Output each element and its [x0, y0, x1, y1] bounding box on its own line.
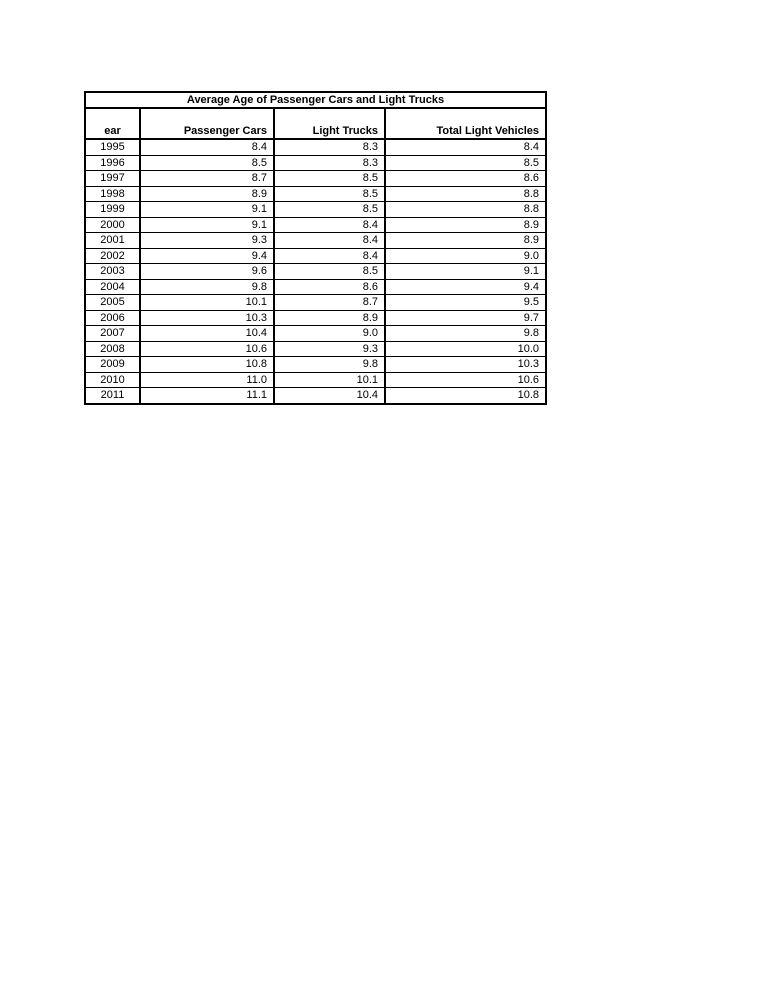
table-row: 2004 9.8 8.6 9.4	[84, 278, 547, 295]
header-row: ear Passenger Cars Light Trucks Total Li…	[84, 107, 547, 140]
column-header-total-light-vehicles: Total Light Vehicles	[384, 107, 547, 140]
value-cell: 11.1	[139, 387, 275, 404]
table-row: 2011 11.1 10.4 10.8	[84, 387, 547, 404]
value-cell: 8.9	[384, 232, 547, 249]
table-row: 1999 9.1 8.5 8.8	[84, 201, 547, 218]
value-cell: 11.0	[139, 371, 275, 388]
year-cell: 1995	[84, 138, 141, 156]
value-cell: 8.5	[384, 154, 547, 171]
year-cell: 2003	[84, 263, 141, 280]
value-cell: 8.8	[384, 201, 547, 218]
year-cell: 2010	[84, 371, 141, 388]
year-cell: 1997	[84, 170, 141, 187]
value-cell: 10.0	[384, 340, 547, 357]
year-cell: 2002	[84, 247, 141, 264]
table-row: 1997 8.7 8.5 8.6	[84, 170, 547, 187]
table-row: 1998 8.9 8.5 8.8	[84, 185, 547, 202]
value-cell: 8.4	[384, 138, 547, 156]
value-cell: 10.6	[139, 340, 275, 357]
table-row: 2002 9.4 8.4 9.0	[84, 247, 547, 264]
value-cell: 8.5	[139, 154, 275, 171]
year-cell: 1999	[84, 201, 141, 218]
value-cell: 10.3	[139, 309, 275, 326]
value-cell: 9.0	[384, 247, 547, 264]
year-cell: 2001	[84, 232, 141, 249]
table-row: 2000 9.1 8.4 8.9	[84, 216, 547, 233]
value-cell: 9.4	[384, 278, 547, 295]
year-cell: 2008	[84, 340, 141, 357]
year-cell: 2011	[84, 387, 141, 404]
column-header-light-trucks: Light Trucks	[273, 107, 386, 140]
table-row: 2006 10.3 8.9 9.7	[84, 309, 547, 326]
value-cell: 9.8	[384, 325, 547, 342]
year-cell: 2007	[84, 325, 141, 342]
table-row: 2008 10.6 9.3 10.0	[84, 340, 547, 357]
value-cell: 8.4	[273, 216, 386, 233]
value-cell: 8.4	[273, 232, 386, 249]
value-cell: 8.9	[139, 185, 275, 202]
year-cell: 2006	[84, 309, 141, 326]
value-cell: 9.1	[139, 216, 275, 233]
value-cell: 9.7	[384, 309, 547, 326]
table-row: 2007 10.4 9.0 9.8	[84, 325, 547, 342]
table-row: 2010 11.0 10.1 10.6	[84, 371, 547, 388]
average-age-table: Average Age of Passenger Cars and Light …	[84, 91, 547, 405]
value-cell: 8.9	[273, 309, 386, 326]
value-cell: 9.8	[139, 278, 275, 295]
value-cell: 9.1	[139, 201, 275, 218]
value-cell: 9.5	[384, 294, 547, 311]
value-cell: 10.8	[384, 387, 547, 404]
value-cell: 9.6	[139, 263, 275, 280]
table-row: 2005 10.1 8.7 9.5	[84, 294, 547, 311]
year-cell: 1998	[84, 185, 141, 202]
value-cell: 8.3	[273, 154, 386, 171]
year-cell: 2005	[84, 294, 141, 311]
value-cell: 10.8	[139, 356, 275, 373]
value-cell: 10.4	[273, 387, 386, 404]
year-cell: 2009	[84, 356, 141, 373]
table-title: Average Age of Passenger Cars and Light …	[84, 91, 547, 109]
year-cell: 2000	[84, 216, 141, 233]
value-cell: 8.8	[384, 185, 547, 202]
value-cell: 10.4	[139, 325, 275, 342]
value-cell: 8.6	[384, 170, 547, 187]
value-cell: 10.6	[384, 371, 547, 388]
value-cell: 8.4	[139, 138, 275, 156]
value-cell: 8.6	[273, 278, 386, 295]
value-cell: 9.3	[273, 340, 386, 357]
value-cell: 8.5	[273, 170, 386, 187]
value-cell: 8.7	[139, 170, 275, 187]
table-row: 1995 8.4 8.3 8.4	[84, 138, 547, 156]
table-row: 1996 8.5 8.3 8.5	[84, 154, 547, 171]
value-cell: 8.3	[273, 138, 386, 156]
value-cell: 10.1	[273, 371, 386, 388]
value-cell: 9.8	[273, 356, 386, 373]
table-row: 2009 10.8 9.8 10.3	[84, 356, 547, 373]
value-cell: 10.1	[139, 294, 275, 311]
column-header-year: ear	[84, 107, 141, 140]
year-cell: 1996	[84, 154, 141, 171]
table-row: 2003 9.6 8.5 9.1	[84, 263, 547, 280]
value-cell: 9.0	[273, 325, 386, 342]
value-cell: 8.5	[273, 263, 386, 280]
value-cell: 9.3	[139, 232, 275, 249]
value-cell: 8.4	[273, 247, 386, 264]
value-cell: 8.5	[273, 185, 386, 202]
value-cell: 10.3	[384, 356, 547, 373]
column-header-passenger-cars: Passenger Cars	[139, 107, 275, 140]
value-cell: 9.1	[384, 263, 547, 280]
table-row: 2001 9.3 8.4 8.9	[84, 232, 547, 249]
value-cell: 8.5	[273, 201, 386, 218]
year-cell: 2004	[84, 278, 141, 295]
value-cell: 8.9	[384, 216, 547, 233]
value-cell: 9.4	[139, 247, 275, 264]
value-cell: 8.7	[273, 294, 386, 311]
